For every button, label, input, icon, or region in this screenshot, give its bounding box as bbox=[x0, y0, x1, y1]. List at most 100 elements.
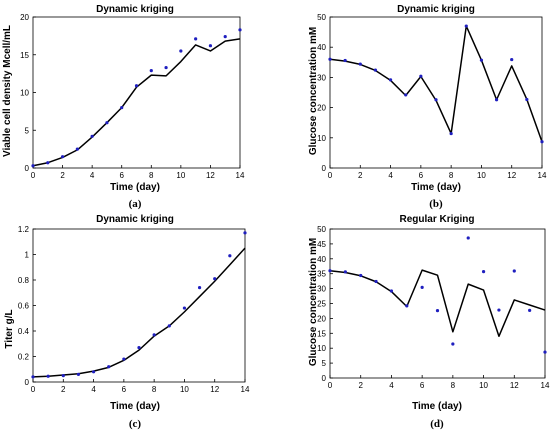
x-tick-label: 4 bbox=[389, 381, 394, 390]
x-tick-label: 10 bbox=[176, 171, 185, 180]
y-tick-label: 0 bbox=[25, 378, 30, 387]
x-tick-label: 14 bbox=[241, 385, 250, 394]
panel-a: Dynamic kriging Viable cell density Mcel… bbox=[2, 4, 245, 210]
y-tick-label: 0 bbox=[322, 374, 327, 383]
y-tick-label: 0 bbox=[322, 164, 327, 173]
y-tick-label: 40 bbox=[317, 255, 326, 264]
panel-c-data-point bbox=[31, 375, 35, 379]
panel-d-data-point bbox=[328, 269, 332, 273]
x-tick-label: 0 bbox=[328, 171, 333, 180]
panel-b-data-point bbox=[358, 62, 362, 66]
panel-a-model-line bbox=[32, 38, 241, 167]
x-tick-label: 14 bbox=[538, 171, 547, 180]
y-tick-label: 10 bbox=[20, 89, 29, 98]
y-tick-label: 0.6 bbox=[18, 302, 30, 311]
panel-b-data-point bbox=[479, 58, 484, 62]
x-tick-label: 6 bbox=[122, 385, 127, 394]
panel-d-ylabel: Glucose concentration mM bbox=[308, 238, 319, 366]
x-tick-label: 6 bbox=[119, 171, 124, 180]
panel-c-axes-frame bbox=[32, 228, 246, 383]
panel-a-data-point bbox=[120, 106, 124, 110]
y-tick-label: 10 bbox=[317, 344, 326, 353]
panel-c-data-point bbox=[91, 370, 96, 374]
x-tick-label: 14 bbox=[541, 381, 550, 390]
panel-b-data-point bbox=[464, 24, 468, 28]
panel-b-data-point bbox=[540, 140, 544, 144]
y-tick-label: 30 bbox=[317, 73, 326, 82]
x-tick-label: 0 bbox=[328, 381, 333, 390]
panel-a-data-point bbox=[46, 161, 50, 165]
panel-a-data-point bbox=[105, 121, 109, 125]
x-tick-label: 8 bbox=[152, 385, 157, 394]
panel-b-data-point bbox=[419, 74, 423, 78]
panel-d-data-point bbox=[343, 270, 347, 274]
panel-a-data-point bbox=[60, 155, 65, 159]
panel-b-axes-frame bbox=[329, 16, 543, 169]
panel-c-title: Dynamic kriging bbox=[96, 214, 174, 225]
x-tick-label: 4 bbox=[90, 171, 95, 180]
y-tick-label: 1 bbox=[25, 251, 30, 260]
panel-b-data-point bbox=[404, 93, 408, 97]
x-tick-label: 2 bbox=[358, 171, 363, 180]
panel-c-data-point bbox=[167, 324, 171, 328]
panel-b-data-point bbox=[328, 57, 332, 61]
panel-b-data-point bbox=[494, 98, 499, 102]
panel-d-data-point bbox=[374, 279, 378, 284]
y-tick-label: 0.4 bbox=[18, 327, 30, 336]
x-tick-label: 8 bbox=[451, 381, 456, 390]
y-tick-label: 35 bbox=[317, 270, 326, 279]
panel-b-caption: (b) bbox=[429, 198, 443, 210]
panel-d-data-point bbox=[543, 350, 547, 354]
panel-a-data-point bbox=[90, 134, 94, 138]
panel-d-data-point bbox=[359, 273, 363, 278]
panel-d-caption: (d) bbox=[430, 418, 444, 430]
panel-d-data-point bbox=[512, 269, 516, 273]
panel-a-data-point bbox=[134, 84, 139, 88]
panel-a-data-point bbox=[223, 35, 227, 39]
panel-c-data-point bbox=[213, 277, 217, 281]
x-tick-label: 10 bbox=[479, 381, 488, 390]
panel-d-data-point bbox=[405, 304, 409, 308]
x-tick-label: 0 bbox=[31, 171, 36, 180]
x-tick-label: 12 bbox=[210, 385, 219, 394]
panel-b-data-point bbox=[373, 68, 378, 72]
panel-b-model-line bbox=[329, 25, 543, 142]
panel-b-ylabel: Glucose concentration mM bbox=[308, 27, 319, 155]
panel-a-data-point bbox=[179, 49, 183, 53]
panel-c-data-point bbox=[107, 365, 111, 369]
panel-a-data-point bbox=[238, 28, 242, 32]
panel-d-data-point bbox=[466, 236, 470, 240]
panel-d-data-point bbox=[481, 270, 486, 274]
panel-d-data-point bbox=[435, 309, 440, 313]
panel-a-data-point bbox=[149, 69, 153, 73]
x-tick-label: 12 bbox=[507, 171, 516, 180]
panel-d-xlabel: Time (day) bbox=[412, 401, 462, 412]
panel-a-data-point bbox=[31, 164, 35, 168]
panel-d-data-point bbox=[420, 285, 424, 290]
panel-a-axes-frame bbox=[32, 16, 241, 169]
y-tick-label: 0.2 bbox=[18, 353, 30, 362]
x-tick-label: 10 bbox=[477, 171, 486, 180]
x-tick-label: 2 bbox=[358, 381, 363, 390]
panel-b: Dynamic kriging Glucose concentration mM… bbox=[308, 4, 547, 210]
panel-d-model-line bbox=[329, 269, 546, 338]
x-tick-label: 0 bbox=[31, 385, 36, 394]
panel-b-data-point bbox=[525, 97, 529, 102]
y-tick-label: 1.2 bbox=[18, 225, 30, 234]
panel-a-caption: (a) bbox=[129, 198, 142, 210]
panel-c-data-point bbox=[228, 254, 232, 258]
x-tick-label: 14 bbox=[236, 171, 245, 180]
panel-c-data-point bbox=[137, 345, 141, 350]
panel-b-data-point bbox=[510, 57, 514, 62]
x-tick-label: 12 bbox=[206, 171, 215, 180]
panel-a-xlabel: Time (day) bbox=[110, 182, 160, 193]
y-tick-label: 45 bbox=[317, 240, 326, 249]
x-tick-label: 6 bbox=[420, 381, 425, 390]
y-tick-label: 5 bbox=[322, 359, 327, 368]
panel-a-data-point bbox=[75, 147, 79, 151]
panel-d-data-point bbox=[389, 289, 394, 293]
y-tick-label: 10 bbox=[317, 134, 326, 143]
panel-b-data-point bbox=[343, 58, 347, 63]
x-tick-label: 12 bbox=[510, 381, 519, 390]
